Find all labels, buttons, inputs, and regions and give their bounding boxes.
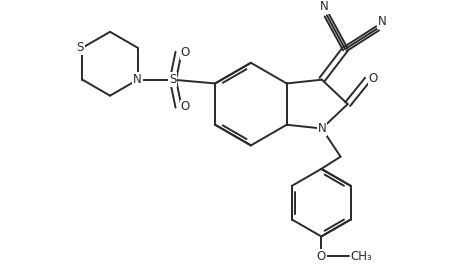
Text: N: N [378, 15, 387, 28]
Text: O: O [317, 250, 326, 263]
Text: CH₃: CH₃ [351, 250, 372, 263]
Text: N: N [133, 73, 142, 86]
Text: O: O [368, 72, 378, 85]
Text: S: S [77, 41, 84, 54]
Text: N: N [318, 122, 326, 135]
Text: O: O [180, 46, 190, 59]
Text: N: N [320, 0, 329, 13]
Text: S: S [169, 73, 177, 86]
Text: O: O [180, 100, 190, 113]
